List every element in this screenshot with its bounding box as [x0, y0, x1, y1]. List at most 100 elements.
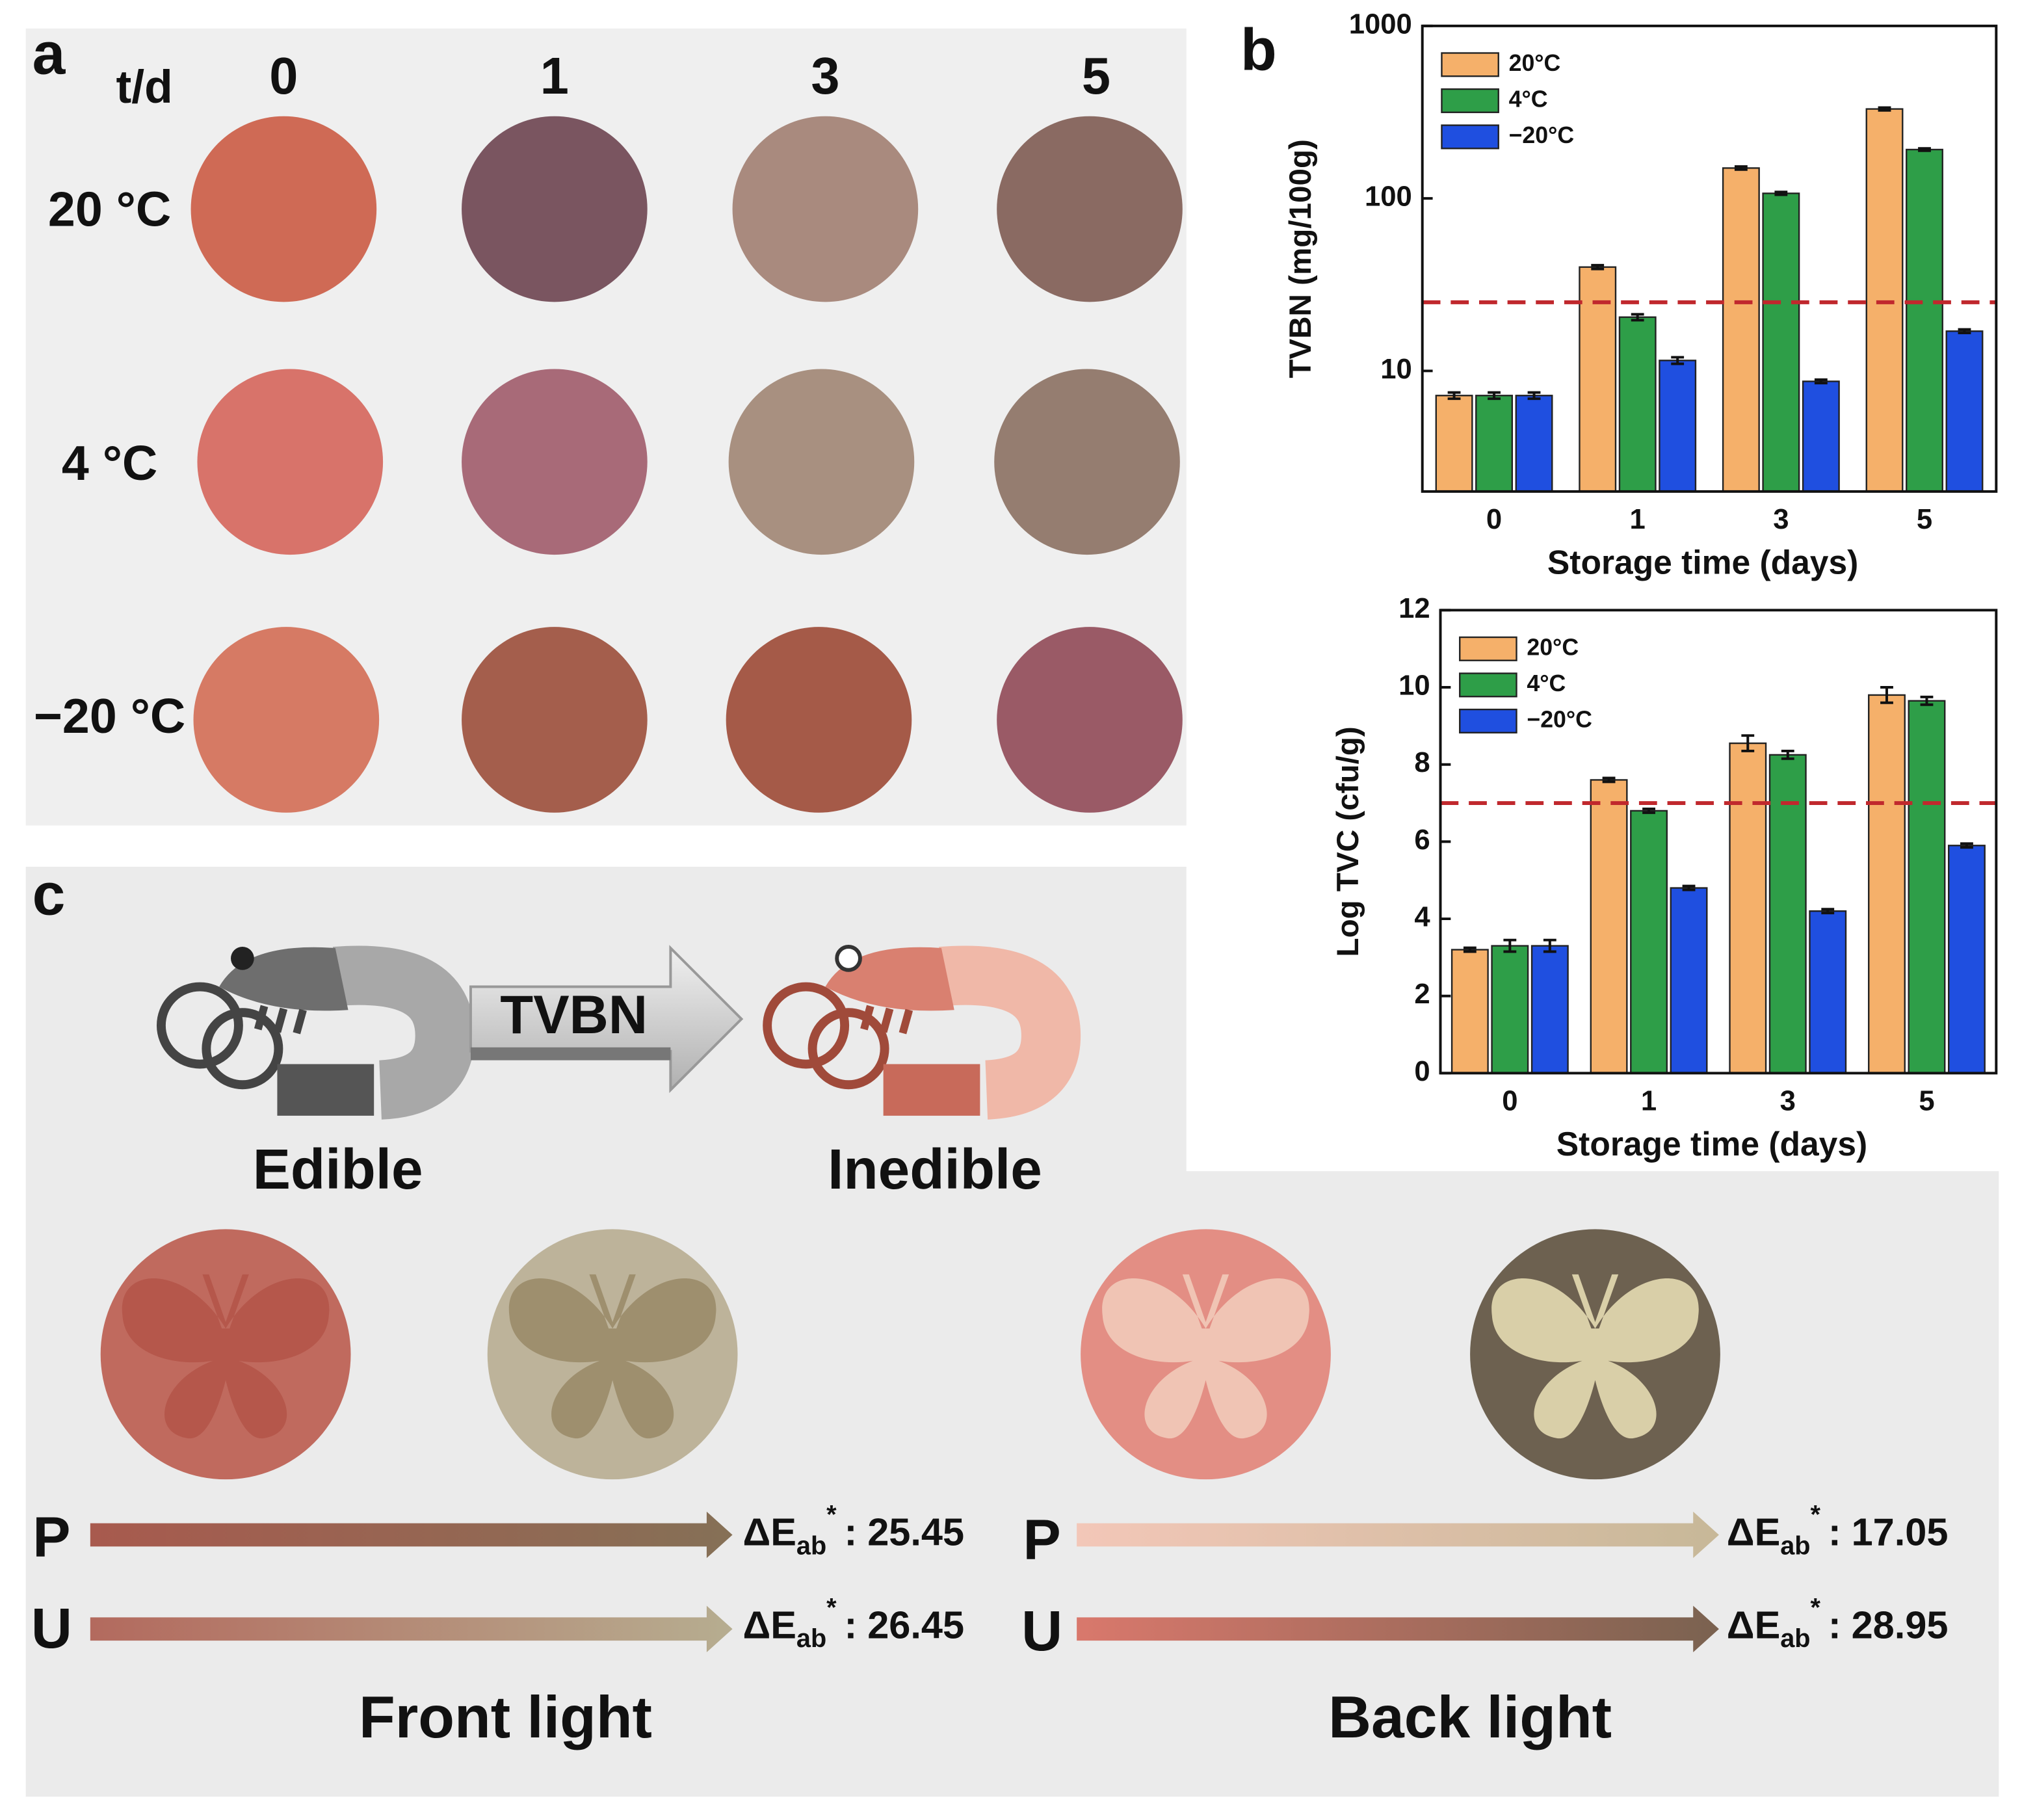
y-tick-label: 8 — [1414, 747, 1430, 778]
error-bar — [1774, 191, 1788, 196]
bar — [1868, 694, 1906, 1074]
legend-swatch — [1441, 124, 1499, 150]
x-tick-label: 0 — [1502, 1086, 1517, 1117]
column-header: 5 — [1082, 47, 1110, 105]
bar — [1802, 380, 1840, 493]
bar — [1729, 742, 1767, 1074]
symbol: ΔE — [742, 1510, 796, 1553]
error-bar — [1527, 391, 1541, 401]
legend-swatch — [1459, 708, 1517, 733]
value: 28.95 — [1852, 1603, 1949, 1646]
sample — [462, 116, 648, 302]
superscript: * — [1811, 1594, 1821, 1622]
value: 25.45 — [867, 1510, 964, 1553]
sample — [997, 627, 1183, 813]
bar — [1865, 108, 1904, 493]
error-bar — [1463, 946, 1477, 953]
legend-swatch — [1441, 88, 1499, 113]
panel-c-background — [25, 867, 1999, 1797]
bar — [1451, 949, 1489, 1074]
error-bar — [1591, 263, 1605, 270]
color-difference: ΔEab*:17.05 — [1727, 1501, 1949, 1561]
error-bar — [1682, 884, 1696, 891]
error-bar — [1734, 165, 1748, 171]
bar — [1590, 779, 1628, 1074]
subscript: ab — [796, 1625, 826, 1654]
error-bar — [1920, 695, 1934, 706]
plot-frame — [1439, 609, 1998, 1075]
row-name: U — [31, 1597, 72, 1660]
bar — [1722, 167, 1760, 493]
state-label: Edible — [253, 1138, 423, 1201]
sample — [732, 116, 919, 302]
bar — [1908, 700, 1946, 1074]
y-axis-label: Log TVC (cfu/g) — [1331, 726, 1365, 956]
sample — [997, 116, 1183, 302]
y-tick-label: 0 — [1414, 1056, 1430, 1087]
bar — [1515, 395, 1553, 493]
bar — [1670, 887, 1708, 1074]
error-bar — [1880, 686, 1893, 704]
superscript: * — [1811, 1501, 1821, 1529]
error-bar — [1741, 734, 1755, 752]
error-bar — [1918, 147, 1931, 152]
row-name: P — [33, 1505, 70, 1568]
sample — [462, 369, 648, 555]
sample — [994, 369, 1180, 555]
legend-label: 20°C — [1527, 634, 1579, 660]
separator: : — [845, 1603, 858, 1646]
bar — [1659, 360, 1697, 493]
error-bar — [1602, 776, 1616, 784]
y-tick-label: 100 — [1365, 181, 1412, 213]
sample — [728, 369, 915, 555]
error-bar — [1958, 328, 1971, 335]
superscript: * — [826, 1594, 837, 1622]
y-axis-label: TVBN (mg/100g) — [1283, 139, 1318, 378]
bar — [1475, 395, 1513, 493]
symbol: ΔE — [1727, 1603, 1780, 1646]
error-bar — [1543, 938, 1556, 953]
y-tick-label: 4 — [1414, 902, 1430, 933]
subscript: ab — [796, 1532, 826, 1561]
butterfly-samples — [100, 1229, 1720, 1480]
value: 26.45 — [867, 1603, 964, 1646]
state-label: Inedible — [828, 1138, 1042, 1201]
subscript: ab — [1780, 1532, 1810, 1561]
error-bar — [1814, 378, 1828, 385]
bar — [1618, 316, 1657, 493]
x-axis-label: Storage time (days) — [1556, 1125, 1867, 1163]
legend-swatch — [1459, 636, 1517, 661]
separator: : — [845, 1510, 858, 1553]
gradient-arrows — [90, 1511, 1719, 1652]
bar — [1630, 810, 1668, 1074]
color-difference: ΔEab*:28.95 — [1727, 1594, 1949, 1654]
error-bar — [1781, 749, 1794, 760]
sample — [726, 627, 912, 813]
y-tick-label: 2 — [1414, 979, 1430, 1010]
y-tick-label: 10 — [1398, 670, 1430, 702]
superscript: * — [826, 1501, 837, 1529]
x-tick-label: 3 — [1780, 1086, 1796, 1117]
bar — [1579, 266, 1617, 493]
sample — [193, 627, 380, 813]
panel-label: c — [33, 862, 66, 928]
column-header: 0 — [269, 47, 298, 105]
legend-swatch — [1459, 672, 1517, 698]
shrimp-icon — [763, 945, 1081, 1120]
y-tick-label: 6 — [1414, 824, 1430, 856]
bar — [1435, 395, 1473, 493]
arrow-label: TVBN — [500, 984, 648, 1045]
group-title: Back light — [1328, 1684, 1612, 1750]
bar — [1762, 192, 1800, 493]
row-label: 20 °C — [48, 181, 171, 236]
x-tick-label: 0 — [1486, 504, 1502, 535]
y-tick-label: 1000 — [1349, 8, 1412, 40]
error-bar — [1642, 807, 1655, 814]
error-bar — [1960, 842, 1973, 849]
legend-label: −20°C — [1509, 122, 1575, 148]
row-name: U — [1021, 1600, 1062, 1663]
bar — [1948, 845, 1986, 1074]
column-header: 3 — [811, 47, 839, 105]
color-difference: ΔEab*:26.45 — [742, 1594, 964, 1654]
